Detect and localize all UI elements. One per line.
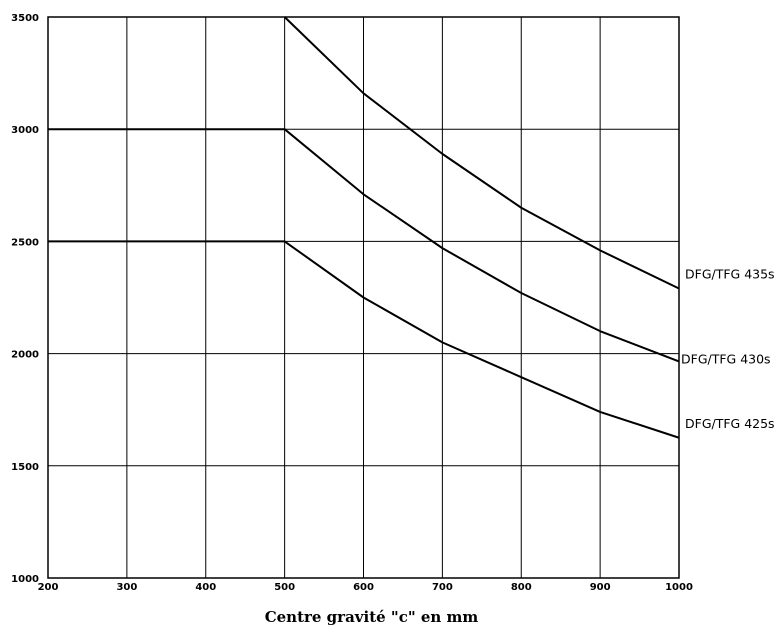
x-tick-label-800: 800 — [511, 582, 532, 593]
x-tick-label-1000: 1000 — [665, 582, 693, 593]
y-tick-label-3500: 3500 — [11, 13, 39, 24]
y-tick-label-1000: 1000 — [11, 574, 39, 585]
series-line-dfg-tfg-430s — [48, 128, 680, 363]
x-axis-label: Centre gravité "c" en mm — [265, 608, 479, 626]
plot-frame — [47, 16, 680, 579]
series-line-dfg-tfg-425s — [48, 240, 680, 439]
x-tick-label-600: 600 — [353, 582, 374, 593]
x-tick-label-900: 900 — [590, 582, 611, 593]
series-label-dfg-tfg-425s: DFG/TFG 425s — [685, 416, 775, 431]
y-tick-label-1500: 1500 — [11, 462, 39, 473]
curves — [48, 16, 680, 439]
series-labels: DFG/TFG 435s DFG/TFG 430s DFG/TFG 425s — [681, 267, 775, 431]
x-tick-label-700: 700 — [432, 582, 453, 593]
x-tick-label-500: 500 — [274, 582, 295, 593]
tick-labels: 200 300 400 500 600 700 800 900 1000 1000 1500 2000… — [11, 13, 693, 593]
series-line-dfg-tfg-435s — [283, 16, 680, 290]
series-label-dfg-tfg-435s: DFG/TFG 435s — [685, 267, 775, 282]
x-tick-label-200: 200 — [38, 582, 59, 593]
y-tick-label-2000: 2000 — [11, 350, 39, 361]
y-tick-label-3000: 3000 — [11, 125, 39, 136]
x-tick-label-300: 300 — [116, 582, 137, 593]
x-tick-label-400: 400 — [195, 582, 216, 593]
series-label-dfg-tfg-430s: DFG/TFG 430s — [681, 351, 771, 366]
y-tick-label-2500: 2500 — [11, 237, 39, 248]
